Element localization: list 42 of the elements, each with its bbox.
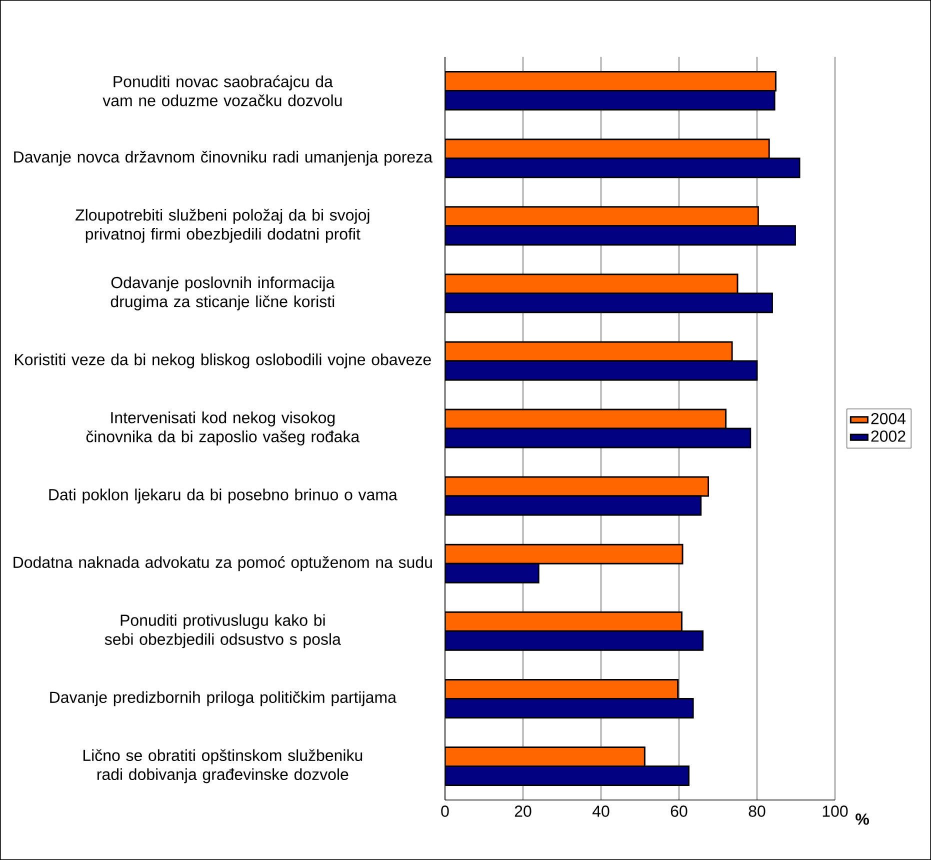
y-tick-label: Dati poklon ljekaru da bi posebno brinuo o vama (49, 488, 398, 504)
bar (445, 206, 759, 227)
y-tick-label: Dodatna naknada advokatu za pomoć optuženom na sudu (14, 556, 432, 572)
y-tick-label: Intervenisati kod nekog visokog činovnika da bi zaposlio vašeg rođaka (86, 412, 360, 446)
bar (445, 71, 776, 92)
bar (445, 341, 733, 362)
x-tick-label: 0 (441, 806, 449, 817)
bar (445, 408, 727, 430)
bar (445, 562, 540, 584)
bar (445, 158, 800, 178)
x-tick-label: 100 (822, 806, 848, 817)
y-tick-label: Zloupotrebiti službeni položaj da bi svojoj privatnoj firmi obezbjedili dodatni profit (76, 208, 370, 243)
bar (445, 360, 758, 381)
y-tick-label: Davanje novca državnom činovniku radi umanjenja poreza (14, 150, 432, 166)
bar (445, 544, 684, 564)
x-tick-label: 80 (748, 806, 766, 817)
bar (445, 225, 796, 246)
bar (445, 765, 690, 786)
y-tick-label: Ponuditi novac saobraćajcu da vam ne oduzme vozačku dozvolu (102, 75, 342, 106)
bar (445, 90, 776, 111)
y-tick-label: Davanje predizbornih priloga političkim partijama (50, 691, 396, 706)
bar (445, 495, 702, 516)
bar (445, 292, 773, 314)
bar (445, 630, 704, 651)
bar (445, 678, 679, 700)
x-tick-label: 40 (592, 806, 610, 817)
bar (445, 138, 770, 160)
x-tick-label: 60 (670, 806, 688, 817)
bar (445, 476, 710, 497)
x-tick-label: 20 (514, 806, 532, 817)
bar (445, 698, 694, 718)
y-tick-label: Koristiti veze da bi nekog bliskog oslobodili vojne obaveze (15, 354, 431, 368)
bar (445, 274, 738, 294)
legend-label: 2004 (871, 412, 906, 424)
bar (445, 428, 752, 448)
y-tick-label: Ponuditi protivuslugu kako bi sebi obezbjedili odsustvo s posla (104, 614, 341, 648)
bar (445, 746, 646, 767)
x-axis-title: % (856, 814, 869, 825)
y-tick-label: Odavanje poslovnih informacija drugima za sticanje lične koristi (110, 276, 335, 310)
bar (445, 611, 682, 632)
legend-label: 2002 (871, 430, 906, 442)
y-tick-label: Lično se obratiti opštinskom službeniku radi dobivanja građevinske dozvole (84, 749, 362, 784)
